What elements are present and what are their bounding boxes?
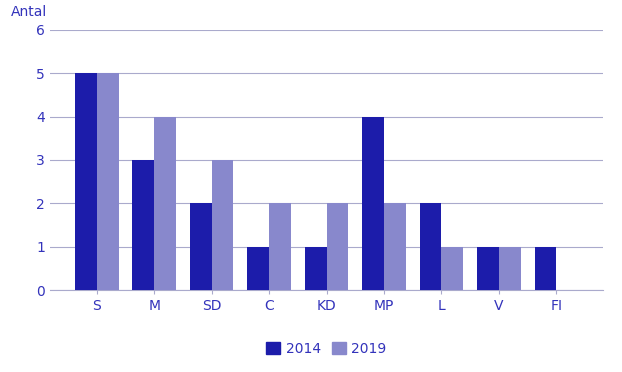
Legend: 2014, 2019: 2014, 2019 [261, 336, 392, 361]
Bar [75, 73, 97, 290]
Bar [442, 247, 463, 290]
Bar [211, 160, 233, 290]
Bar [477, 247, 499, 290]
Bar [132, 160, 154, 290]
Bar [420, 203, 442, 290]
Text: Antal: Antal [11, 5, 47, 19]
Bar [327, 203, 348, 290]
Bar [154, 116, 176, 290]
Bar [248, 247, 269, 290]
Bar [269, 203, 291, 290]
Bar [534, 247, 556, 290]
Bar [362, 116, 384, 290]
Bar [499, 247, 521, 290]
Bar [190, 203, 211, 290]
Bar [97, 73, 119, 290]
Bar [305, 247, 327, 290]
Bar [384, 203, 406, 290]
